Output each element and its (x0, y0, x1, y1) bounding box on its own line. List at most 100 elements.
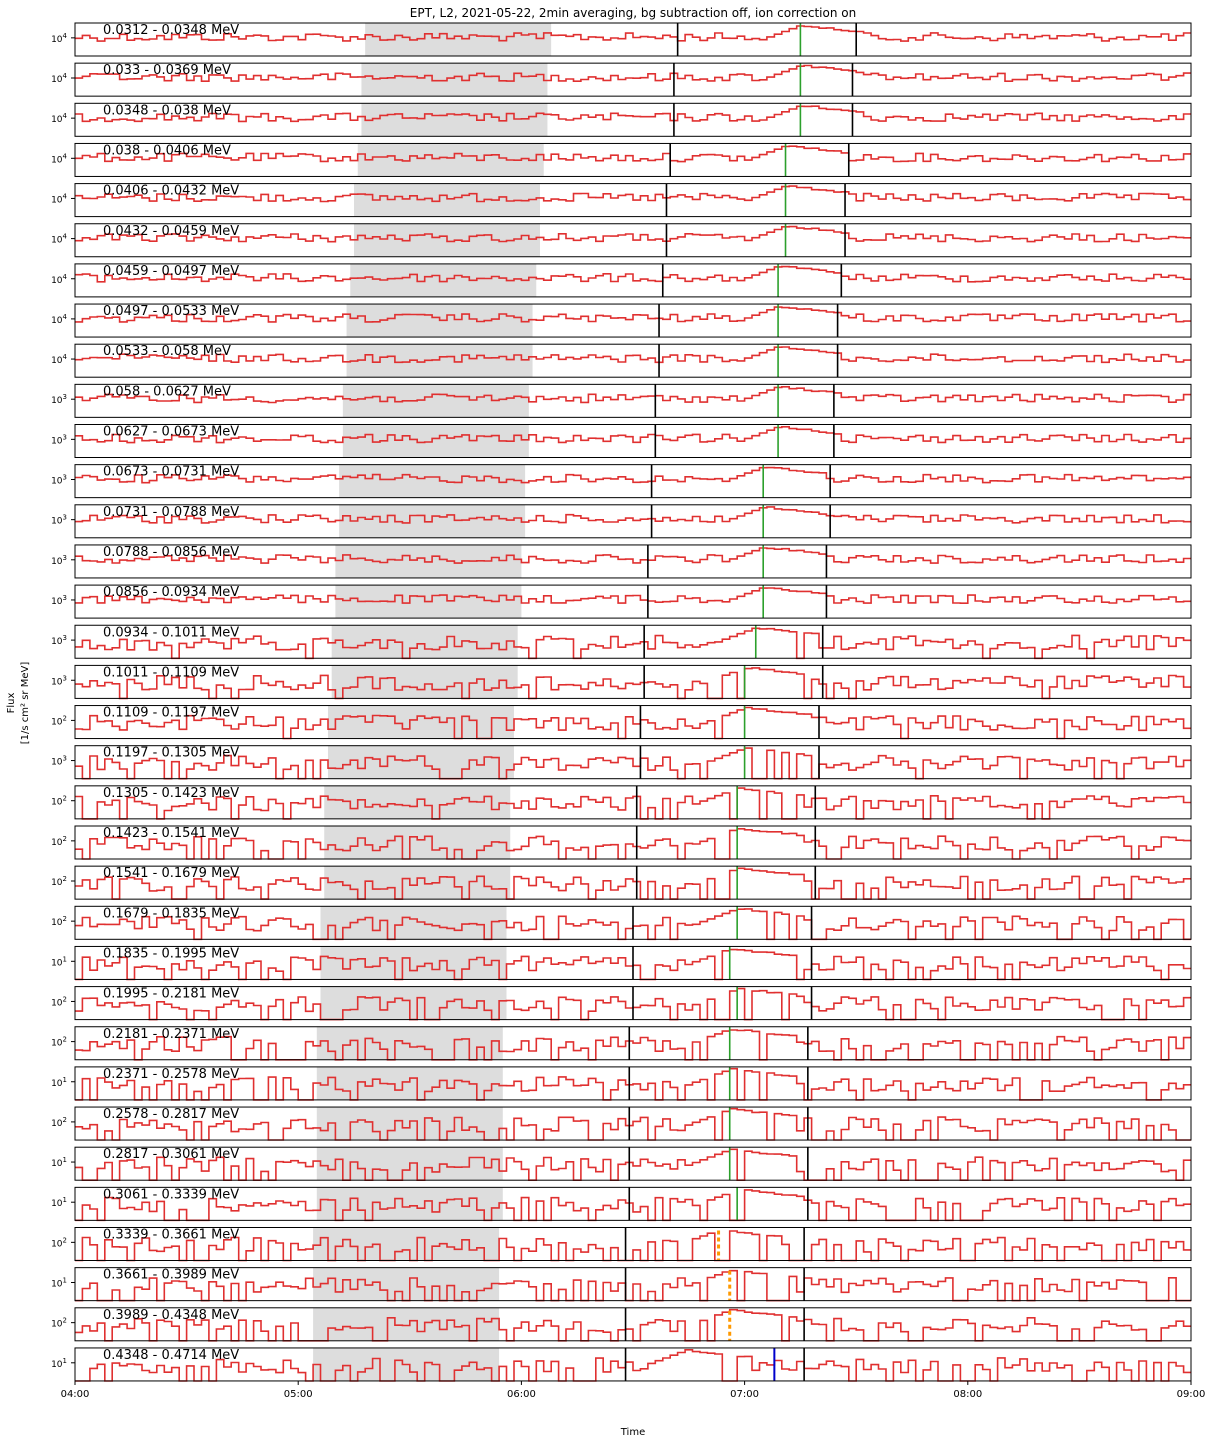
shaded-interval (313, 1307, 500, 1341)
x-tick-label: 07:00 (730, 1389, 759, 1400)
flux-trace (75, 306, 1191, 323)
y-tick-label: 103 (51, 594, 67, 607)
shaded-interval (327, 745, 514, 779)
y-tick-label: 104 (51, 32, 67, 45)
flux-trace (75, 706, 1191, 740)
panel-frame (74, 905, 1192, 940)
panel-label: 0.0627 - 0.0673 MeV (103, 425, 239, 440)
flux-trace (75, 1148, 1191, 1181)
panel-label: 0.0312 - 0.0348 MeV (103, 23, 239, 38)
panel-frame (74, 102, 1192, 137)
panel-frame (74, 62, 1192, 97)
panel-label: 0.2371 - 0.2578 MeV (103, 1067, 239, 1082)
flux-trace (75, 627, 1191, 660)
panel: 0.1305 - 0.1423 MeV 102 (51, 785, 1192, 820)
panel: 0.0348 - 0.038 MeV 104 (51, 102, 1192, 137)
shaded-interval (339, 464, 526, 498)
panel-label: 0.4348 - 0.4714 MeV (103, 1348, 239, 1363)
flux-trace (75, 1308, 1191, 1342)
flux-trace (75, 787, 1191, 820)
panel-frame (74, 1307, 1192, 1342)
shaded-interval (327, 705, 514, 739)
panel-label: 0.0856 - 0.0934 MeV (103, 585, 239, 600)
panel-label: 0.0497 - 0.0533 MeV (103, 304, 239, 319)
flux-trace (75, 1349, 1191, 1382)
flux-trace (75, 225, 1191, 243)
y-tick-label: 104 (51, 152, 67, 165)
panel-label: 0.0673 - 0.0731 MeV (103, 465, 239, 480)
panel-label: 0.1995 - 0.2181 MeV (103, 987, 239, 1002)
shaded-interval (346, 344, 533, 378)
y-tick-label: 103 (51, 514, 67, 527)
panel: 0.2181 - 0.2371 MeV 102 (51, 1026, 1192, 1061)
panel-frame (74, 544, 1192, 579)
y-tick-label: 104 (51, 192, 67, 205)
panel: 0.1423 - 0.1541 MeV 102 (51, 825, 1192, 860)
panel-frame (74, 303, 1192, 338)
flux-trace (75, 64, 1191, 82)
flux-trace (75, 426, 1191, 444)
panel: 0.0459 - 0.0497 MeV 104 (51, 263, 1192, 298)
panel-label: 0.2181 - 0.2371 MeV (103, 1027, 239, 1042)
x-tick-label: 09:00 (1177, 1389, 1206, 1400)
flux-trace (75, 466, 1191, 484)
panel: 0.0406 - 0.0432 MeV 104 (51, 183, 1192, 218)
panel-frame (74, 504, 1192, 539)
y-tick-label: 102 (51, 915, 67, 928)
panel: 0.1835 - 0.1995 MeV 101 (51, 945, 1192, 981)
panel: 0.1109 - 0.1197 MeV 102 (51, 705, 1192, 740)
panel-label: 0.0432 - 0.0459 MeV (103, 224, 239, 239)
flux-trace (75, 1107, 1191, 1141)
y-axis-label-line2: [1/s cm² sr MeV] (20, 662, 31, 745)
shaded-interval (313, 1267, 500, 1301)
panel: 0.2817 - 0.3061 MeV 101 (51, 1146, 1192, 1181)
panel: 0.0934 - 0.1011 MeV 103 (51, 624, 1192, 660)
panel-label: 0.2578 - 0.2817 MeV (103, 1107, 239, 1122)
panel-label: 0.1109 - 0.1197 MeV (103, 706, 239, 721)
x-tick-label: 08:00 (953, 1389, 982, 1400)
y-tick-label: 101 (51, 1076, 67, 1089)
panel-label: 0.1679 - 0.1835 MeV (103, 906, 239, 921)
panel-frame (74, 745, 1192, 780)
x-tick-label: 06:00 (507, 1389, 536, 1400)
panel-frame (74, 1186, 1192, 1221)
panel-label: 0.1197 - 0.1305 MeV (103, 746, 239, 761)
shaded-interval (331, 665, 518, 699)
panel: 0.3339 - 0.3661 MeV 102 (51, 1227, 1192, 1262)
y-tick-label: 104 (51, 72, 67, 85)
panel-frame (74, 22, 1192, 57)
y-tick-label: 102 (51, 1116, 67, 1129)
flux-trace (75, 185, 1191, 203)
panel-frame (74, 945, 1192, 980)
panel-label: 0.3061 - 0.3339 MeV (103, 1187, 239, 1202)
panel-frame (74, 624, 1192, 659)
panel: 0.1197 - 0.1305 MeV 103 (51, 745, 1192, 780)
panel-label: 0.058 - 0.0627 MeV (103, 384, 231, 399)
flux-trace (75, 1230, 1191, 1262)
panel: 0.0673 - 0.0731 MeV 103 (51, 464, 1192, 499)
panel: 0.1679 - 0.1835 MeV 102 (51, 905, 1192, 941)
panel-frame (74, 825, 1192, 860)
y-tick-label: 102 (51, 875, 67, 888)
y-tick-label: 101 (51, 1357, 67, 1370)
x-tick-label: 04:00 (61, 1389, 90, 1400)
panel-frame (74, 464, 1192, 499)
y-tick-label: 103 (51, 554, 67, 567)
panel-frame (74, 1347, 1192, 1382)
panel-frame (74, 263, 1192, 298)
shaded-interval (324, 826, 511, 859)
y-tick-label: 102 (51, 1036, 67, 1049)
x-tick-label: 05:00 (284, 1389, 313, 1400)
panel-frame (74, 1227, 1192, 1261)
y-tick-label: 102 (51, 995, 67, 1008)
panel-label: 0.3661 - 0.3989 MeV (103, 1268, 239, 1283)
panel-frame (74, 785, 1192, 820)
shaded-interval (313, 1227, 500, 1261)
panel-frame (74, 664, 1192, 699)
shaded-interval (331, 625, 518, 659)
panel-label: 0.3339 - 0.3661 MeV (103, 1228, 239, 1243)
flux-trace (75, 346, 1191, 364)
panel-frame (74, 383, 1192, 418)
y-axis-label-line1: Flux (6, 693, 17, 714)
shaded-interval (365, 23, 552, 56)
